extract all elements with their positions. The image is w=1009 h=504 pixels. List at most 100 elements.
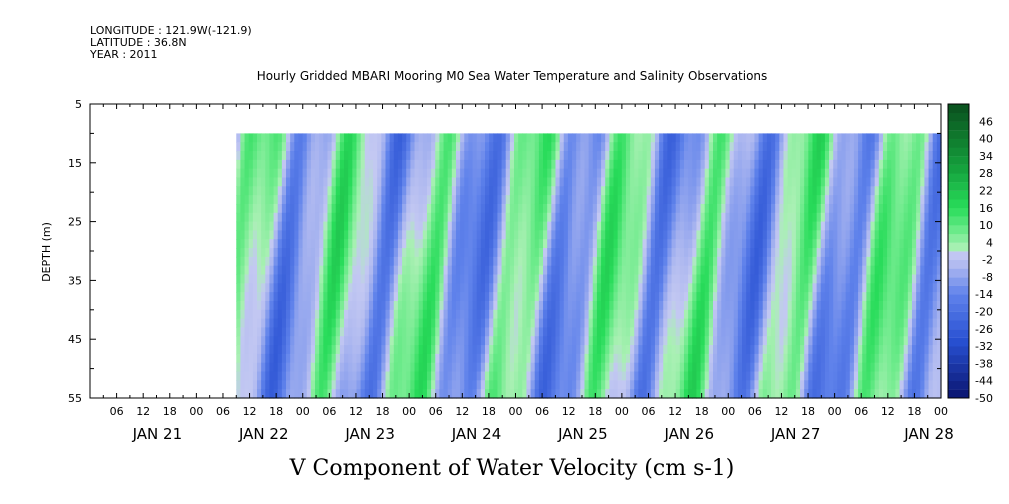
heatmap-cell — [269, 274, 275, 284]
heatmap-cell — [480, 371, 486, 381]
heatmap-cell — [654, 318, 660, 329]
heatmap-cell — [348, 371, 353, 381]
heatmap-cell — [559, 265, 565, 276]
heatmap-cell — [903, 186, 909, 196]
heatmap-cell — [613, 151, 619, 161]
heatmap-cell — [555, 248, 561, 258]
heatmap-cell — [381, 248, 387, 258]
heatmap-cell — [911, 212, 917, 223]
heatmap-cell — [339, 203, 345, 214]
heatmap-cell — [298, 336, 304, 346]
heatmap-cell — [742, 195, 747, 205]
heatmap-cell — [601, 195, 606, 205]
heatmap-cell — [281, 248, 287, 258]
heatmap-cell — [625, 142, 631, 152]
heatmap-cell — [306, 230, 312, 240]
heatmap-cell — [663, 380, 668, 390]
heatmap-cell — [385, 353, 391, 364]
heatmap-cell — [567, 283, 573, 293]
heatmap-cell — [878, 336, 884, 346]
heatmap-cell — [841, 292, 847, 302]
heatmap-cell — [306, 248, 312, 258]
heatmap-cell — [654, 256, 660, 267]
heatmap-cell — [273, 230, 279, 240]
heatmap-cell — [518, 380, 523, 390]
heatmap-cell — [298, 353, 304, 364]
heatmap-cell — [853, 380, 859, 390]
heatmap-cell — [530, 230, 536, 240]
heatmap-cell — [290, 212, 295, 223]
heatmap-cell — [306, 168, 312, 179]
heatmap-cell — [853, 345, 859, 355]
heatmap-cell — [422, 362, 428, 373]
heatmap-cell — [352, 318, 358, 329]
heatmap-cell — [538, 336, 544, 346]
heatmap-cell — [849, 318, 855, 329]
heatmap-cell — [617, 221, 623, 232]
heatmap-cell — [916, 212, 921, 223]
heatmap-cell — [683, 283, 689, 293]
heatmap-cell — [389, 186, 395, 196]
heatmap-cell — [352, 292, 358, 302]
heatmap-cell — [758, 274, 764, 284]
heatmap-cell — [704, 168, 710, 179]
heatmap-cell — [621, 203, 627, 214]
heatmap-cell — [725, 362, 731, 373]
heatmap-cell — [911, 274, 917, 284]
heatmap-cell — [899, 212, 905, 223]
heatmap-cell — [601, 248, 606, 258]
heatmap-cell — [791, 186, 797, 196]
heatmap-cell — [406, 318, 411, 329]
heatmap-cell — [543, 221, 548, 232]
heatmap-cell — [414, 221, 420, 232]
heatmap-cell — [783, 151, 789, 161]
heatmap-cell — [634, 142, 639, 152]
heatmap-cell — [907, 212, 913, 223]
heatmap-cell — [431, 239, 436, 249]
heatmap-cell — [746, 353, 751, 364]
heatmap-cell — [327, 177, 333, 187]
heatmap-cell — [646, 256, 652, 267]
heatmap-cell — [766, 239, 772, 249]
heatmap-cell — [431, 318, 436, 329]
heatmap-cell — [878, 151, 884, 161]
heatmap-cell — [460, 230, 465, 240]
heatmap-cell — [862, 265, 867, 276]
heatmap-cell — [265, 265, 271, 276]
heatmap-cell — [256, 248, 262, 258]
heatmap-cell — [584, 318, 590, 329]
heatmap-cell — [804, 195, 809, 205]
heatmap-cell — [389, 221, 395, 232]
heatmap-cell — [609, 248, 615, 258]
heatmap-cell — [551, 371, 557, 381]
heatmap-cell — [870, 186, 876, 196]
heatmap-cell — [783, 230, 789, 240]
heatmap-cell — [866, 221, 872, 232]
heatmap-cell — [849, 345, 855, 355]
heatmap-cell — [538, 274, 544, 284]
heatmap-cell — [870, 212, 876, 223]
heatmap-cell — [509, 159, 515, 170]
heatmap-cell — [335, 248, 341, 258]
heatmap-cell — [368, 195, 374, 205]
heatmap-cell — [339, 318, 345, 329]
heatmap-cell — [878, 168, 884, 179]
heatmap-cell — [895, 274, 901, 284]
heatmap-cell — [559, 151, 565, 161]
heatmap-cell — [746, 159, 751, 170]
heatmap-cell — [555, 318, 561, 329]
heatmap-cell — [903, 195, 909, 205]
heatmap-cell — [800, 248, 805, 258]
heatmap-cell — [845, 362, 851, 373]
heatmap-cell — [389, 300, 395, 311]
heatmap-cell — [845, 389, 851, 399]
heatmap-cell — [505, 239, 511, 249]
heatmap-cell — [874, 159, 880, 170]
heatmap-cell — [414, 292, 420, 302]
heatmap-cell — [874, 292, 880, 302]
heatmap-cell — [319, 133, 324, 143]
heatmap-cell — [248, 177, 254, 187]
heatmap-cell — [290, 389, 295, 399]
heatmap-cell — [572, 133, 577, 143]
heatmap-cell — [659, 345, 664, 355]
